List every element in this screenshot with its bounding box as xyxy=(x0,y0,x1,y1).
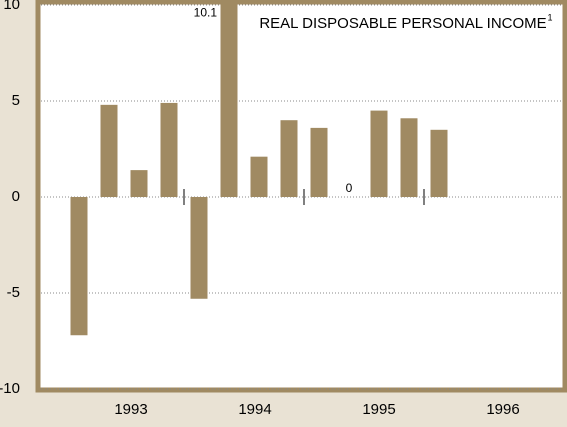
title-note: 1 xyxy=(547,12,552,22)
value-label: 10.1 xyxy=(194,5,218,19)
x-tick-label: 1996 xyxy=(486,401,519,418)
bar xyxy=(370,110,388,197)
bar xyxy=(400,118,418,197)
y-tick-label: 10 xyxy=(3,0,20,13)
bar xyxy=(130,170,148,197)
bar xyxy=(220,3,238,197)
bar xyxy=(160,102,178,197)
x-tick-label: 1994 xyxy=(238,401,271,418)
y-tick-label: -10 xyxy=(0,380,20,397)
bar xyxy=(190,197,208,299)
x-tick-label: 1995 xyxy=(362,401,395,418)
bar xyxy=(70,197,88,336)
x-tick-label: 1993 xyxy=(114,401,147,418)
y-tick-label: 5 xyxy=(12,92,20,109)
y-tick-label: 0 xyxy=(12,188,20,205)
bar xyxy=(250,156,268,197)
y-tick-label: -5 xyxy=(7,284,20,301)
plot-area xyxy=(35,0,567,393)
chart-title: REAL DISPOSABLE PERSONAL INCOME xyxy=(259,15,546,32)
value-label: 0 xyxy=(346,181,353,195)
bar xyxy=(310,127,328,197)
bar xyxy=(280,120,298,197)
bar xyxy=(100,104,118,197)
bar xyxy=(430,129,448,197)
